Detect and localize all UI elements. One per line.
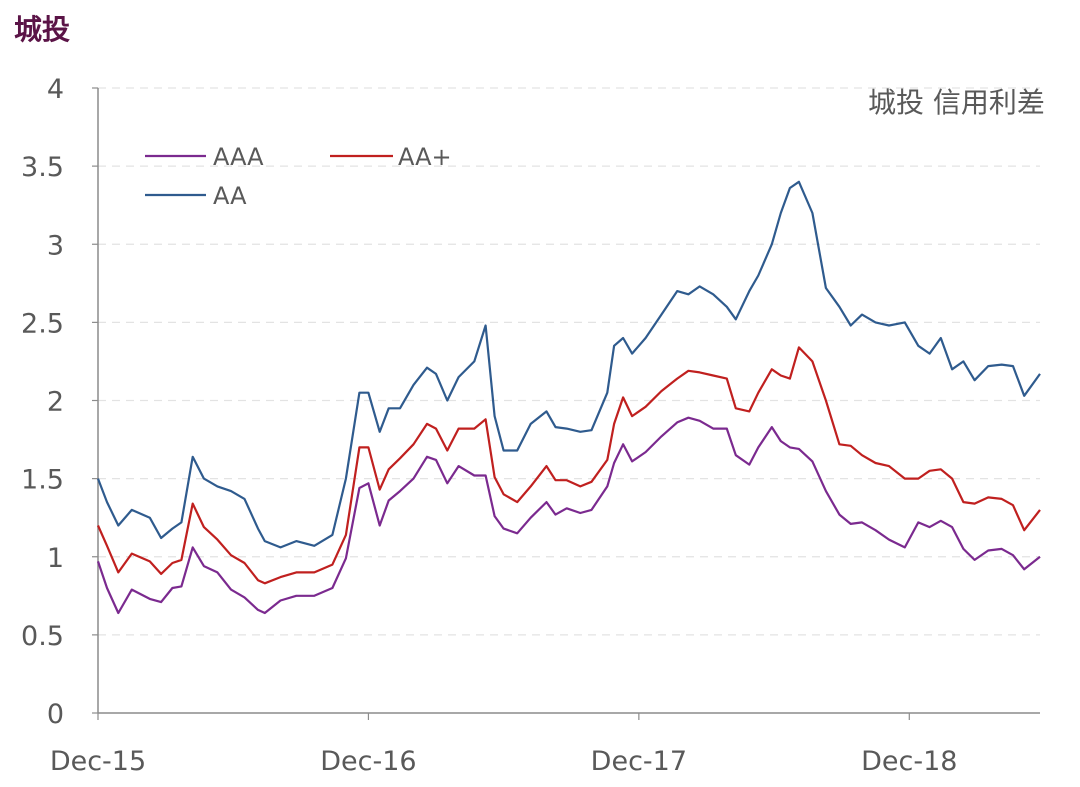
chart-title: 城投 信用利差 — [868, 86, 1045, 119]
y-tick-label: 2 — [47, 387, 64, 418]
x-tick-label: Dec-18 — [861, 746, 957, 777]
x-tick-label: Dec-15 — [50, 746, 146, 777]
y-tick-label: 3.5 — [21, 152, 64, 183]
y-tick-label: 4 — [47, 74, 64, 105]
axes — [92, 87, 1040, 720]
legend: AAA AA+ AA — [145, 143, 452, 210]
y-tick-label: 1.5 — [21, 465, 64, 496]
y-tick-label: 0 — [47, 699, 64, 730]
y-tick-label: 0.5 — [21, 621, 64, 652]
series-line-aaa — [96, 416, 1041, 615]
legend-label-aaa: AAA — [213, 143, 264, 171]
x-tick-labels: Dec-15 Dec-16 Dec-17 Dec-18 — [50, 746, 958, 777]
x-tick-label: Dec-17 — [591, 746, 687, 777]
series-line-aaplus — [96, 346, 1041, 585]
gridlines — [98, 87, 1040, 636]
legend-label-aaplus: AA+ — [398, 143, 452, 171]
legend-label-aa: AA — [213, 182, 247, 210]
y-tick-label: 3 — [47, 230, 64, 261]
y-tick-labels: 0 0.5 1 1.5 2 2.5 3 3.5 4 — [21, 74, 64, 730]
page-title: 城投 — [14, 13, 71, 46]
series-lines — [96, 180, 1041, 615]
y-tick-label: 1 — [47, 543, 64, 574]
x-tick-label: Dec-16 — [320, 746, 416, 777]
series-line-aa — [96, 180, 1041, 549]
y-tick-label: 2.5 — [21, 308, 64, 339]
